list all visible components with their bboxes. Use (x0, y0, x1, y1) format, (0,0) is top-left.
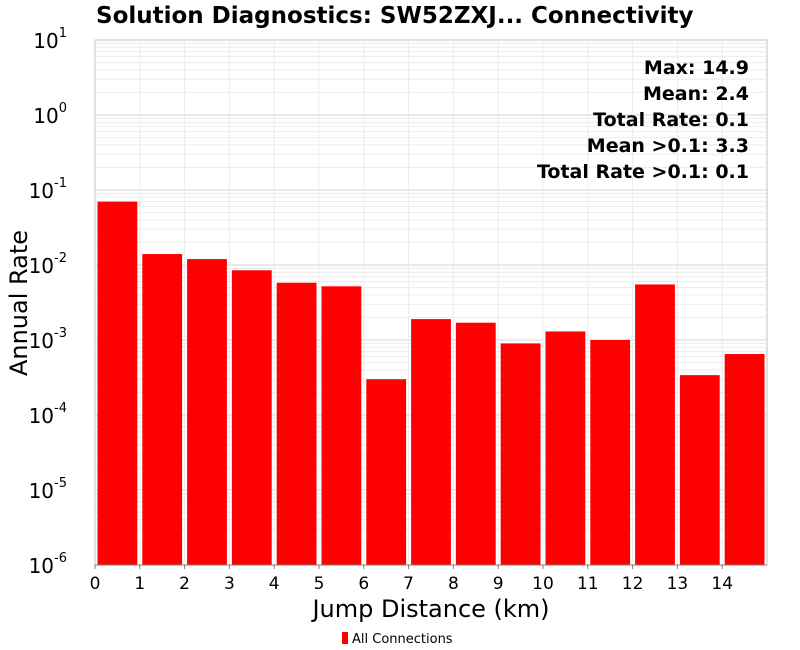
y-tick-label: 10-5 (29, 476, 67, 503)
stat-annotation: Total Rate: 0.1 (593, 109, 749, 131)
stat-annotation: Mean: 2.4 (643, 83, 749, 105)
x-tick-label: 2 (179, 574, 190, 594)
legend: All Connections (342, 632, 453, 647)
x-axis-title: Jump Distance (km) (310, 595, 549, 623)
y-tick-label: 10-6 (29, 551, 67, 578)
stat-annotation: Max: 14.9 (644, 57, 749, 79)
chart-title: Solution Diagnostics: SW52ZXJ... Connect… (96, 3, 693, 29)
x-tick-label: 7 (403, 574, 414, 594)
bar (590, 340, 631, 565)
y-tick-label: 10-2 (29, 251, 67, 278)
bar (724, 354, 765, 565)
bar (366, 379, 407, 565)
y-tick-label: 10-4 (29, 401, 67, 428)
x-tick-label: 11 (577, 574, 599, 594)
y-tick-label: 10-3 (29, 326, 67, 353)
y-tick-label: 10-1 (29, 176, 67, 203)
bar (411, 319, 451, 565)
y-tick-label: 101 (33, 26, 67, 53)
bar (321, 286, 362, 565)
y-tick-label: 100 (33, 101, 67, 128)
legend-swatch (342, 632, 348, 644)
bar (187, 259, 227, 565)
x-tick-label: 8 (448, 574, 459, 594)
x-tick-label: 14 (711, 574, 733, 594)
bar (142, 254, 183, 565)
x-tick-label: 6 (358, 574, 369, 594)
stat-annotation: Mean >0.1: 3.3 (587, 135, 749, 157)
bar (455, 322, 496, 565)
bar (500, 343, 541, 565)
x-tick-label: 13 (667, 574, 689, 594)
x-tick-label: 0 (90, 574, 101, 594)
y-tick-labels: 101 100 10-1 10-2 10-3 10-4 10-5 10-6 (29, 26, 67, 578)
bar (679, 375, 720, 565)
x-tick-label: 9 (493, 574, 504, 594)
x-tick-label: 1 (134, 574, 145, 594)
bar (97, 201, 138, 565)
x-tick-labels: 0 1 2 3 4 5 6 7 8 9 10 11 12 13 14 (90, 565, 733, 594)
x-tick-label: 4 (269, 574, 280, 594)
x-tick-label: 12 (622, 574, 644, 594)
legend-label: All Connections (352, 632, 453, 647)
stat-annotation: Total Rate >0.1: 0.1 (537, 161, 749, 183)
x-tick-label: 10 (532, 574, 554, 594)
bar (545, 331, 586, 565)
bar (635, 284, 675, 565)
x-tick-label: 3 (224, 574, 235, 594)
stats-annotations: Max: 14.9 Mean: 2.4 Total Rate: 0.1 Mean >0… (537, 57, 749, 183)
bar (276, 282, 317, 565)
bar (231, 270, 272, 565)
bars (97, 201, 765, 565)
x-tick-label: 5 (314, 574, 325, 594)
y-axis-title: Annual Rate (5, 230, 33, 376)
